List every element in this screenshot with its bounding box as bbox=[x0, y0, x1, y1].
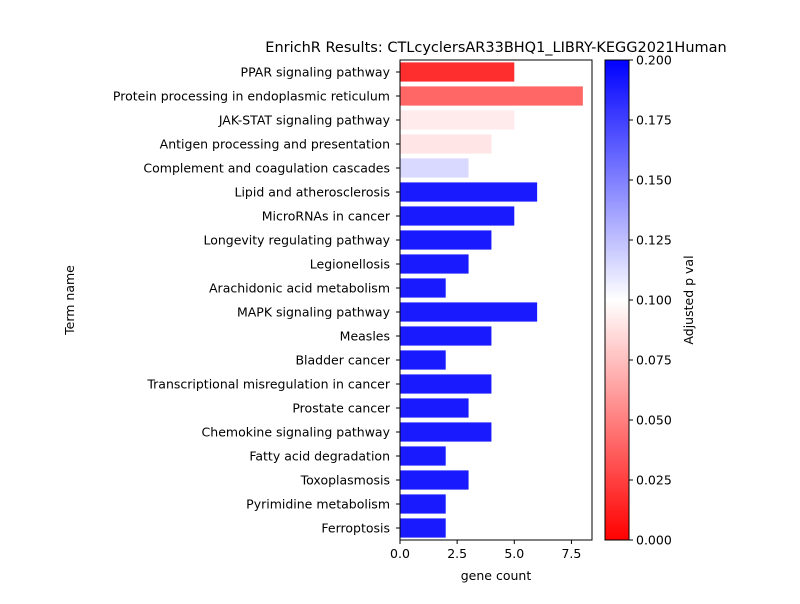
term-label: Ferroptosis bbox=[321, 521, 390, 536]
term-labels: PPAR signaling pathway Protein processing… bbox=[113, 65, 400, 536]
bar bbox=[400, 350, 446, 370]
term-label: Bladder cancer bbox=[295, 353, 390, 368]
bar-group bbox=[400, 62, 583, 538]
term-label: MicroRNAs in cancer bbox=[262, 209, 391, 224]
term-label: PPAR signaling pathway bbox=[241, 65, 391, 80]
bar bbox=[400, 230, 492, 250]
x-tick-label: 5.0 bbox=[504, 546, 524, 561]
term-label: Lipid and atherosclerosis bbox=[235, 185, 391, 200]
bar bbox=[400, 374, 492, 394]
bar bbox=[400, 326, 492, 346]
x-axis-ticks: 0.0 2.5 5.0 7.5 bbox=[390, 540, 581, 561]
term-label: Transcriptional misregulation in cancer bbox=[146, 377, 391, 392]
colorbar-tick-label: 0.200 bbox=[636, 53, 672, 68]
term-label: Measles bbox=[340, 329, 390, 344]
x-tick-label: 0.0 bbox=[390, 546, 410, 561]
bar bbox=[400, 446, 446, 466]
bar bbox=[400, 302, 538, 322]
bar bbox=[400, 254, 469, 274]
colorbar-tick-label: 0.025 bbox=[636, 473, 672, 488]
term-label: Legionellosis bbox=[310, 257, 390, 272]
bar bbox=[400, 86, 583, 106]
bar bbox=[400, 278, 446, 298]
term-label: Protein processing in endoplasmic reticu… bbox=[113, 89, 390, 104]
x-tick-label: 2.5 bbox=[447, 546, 467, 561]
colorbar-tick-label: 0.125 bbox=[636, 233, 672, 248]
bar bbox=[400, 110, 515, 130]
term-label: Complement and coagulation cascades bbox=[143, 161, 390, 176]
colorbar-tick-label: 0.100 bbox=[636, 293, 672, 308]
term-label: Fatty acid degradation bbox=[249, 449, 390, 464]
bar bbox=[400, 494, 446, 514]
chart-title: EnrichR Results: CTLcyclersAR33BHQ1_LIBR… bbox=[265, 40, 726, 56]
bar bbox=[400, 158, 469, 178]
bar bbox=[400, 518, 446, 538]
term-label: Prostate cancer bbox=[292, 401, 390, 416]
bar bbox=[400, 134, 492, 154]
term-label: Longevity regulating pathway bbox=[203, 233, 390, 248]
bar bbox=[400, 398, 469, 418]
colorbar bbox=[604, 59, 630, 541]
term-label: Pyrimidine metabolism bbox=[246, 497, 390, 512]
colorbar-tick-label: 0.175 bbox=[636, 113, 672, 128]
y-axis-label: Term name bbox=[62, 265, 77, 336]
term-label: MAPK signaling pathway bbox=[237, 305, 391, 320]
bar bbox=[400, 470, 469, 490]
colorbar-tick-label: 0.075 bbox=[636, 353, 672, 368]
colorbar-label: Adjusted p val bbox=[681, 255, 696, 344]
bar bbox=[400, 206, 515, 226]
term-label: Chemokine signaling pathway bbox=[202, 425, 391, 440]
colorbar-tick-label: 0.050 bbox=[636, 413, 672, 428]
term-label: JAK-STAT signaling pathway bbox=[218, 113, 391, 128]
colorbar-ticks: 0.000 0.025 0.050 0.075 0.100 0.125 0.150 0.175… bbox=[629, 53, 672, 548]
term-label: Toxoplasmosis bbox=[300, 473, 390, 488]
colorbar-tick-label: 0.000 bbox=[636, 533, 672, 548]
colorbar-tick-label: 0.150 bbox=[636, 173, 672, 188]
plot-frame bbox=[399, 59, 593, 541]
bar bbox=[400, 422, 492, 442]
bar bbox=[400, 62, 515, 82]
x-tick-label: 7.5 bbox=[561, 546, 581, 561]
term-label: Antigen processing and presentation bbox=[160, 137, 390, 152]
term-label: Arachidonic acid metabolism bbox=[209, 281, 390, 296]
bar bbox=[400, 182, 538, 202]
x-axis-label: gene count bbox=[461, 568, 532, 583]
